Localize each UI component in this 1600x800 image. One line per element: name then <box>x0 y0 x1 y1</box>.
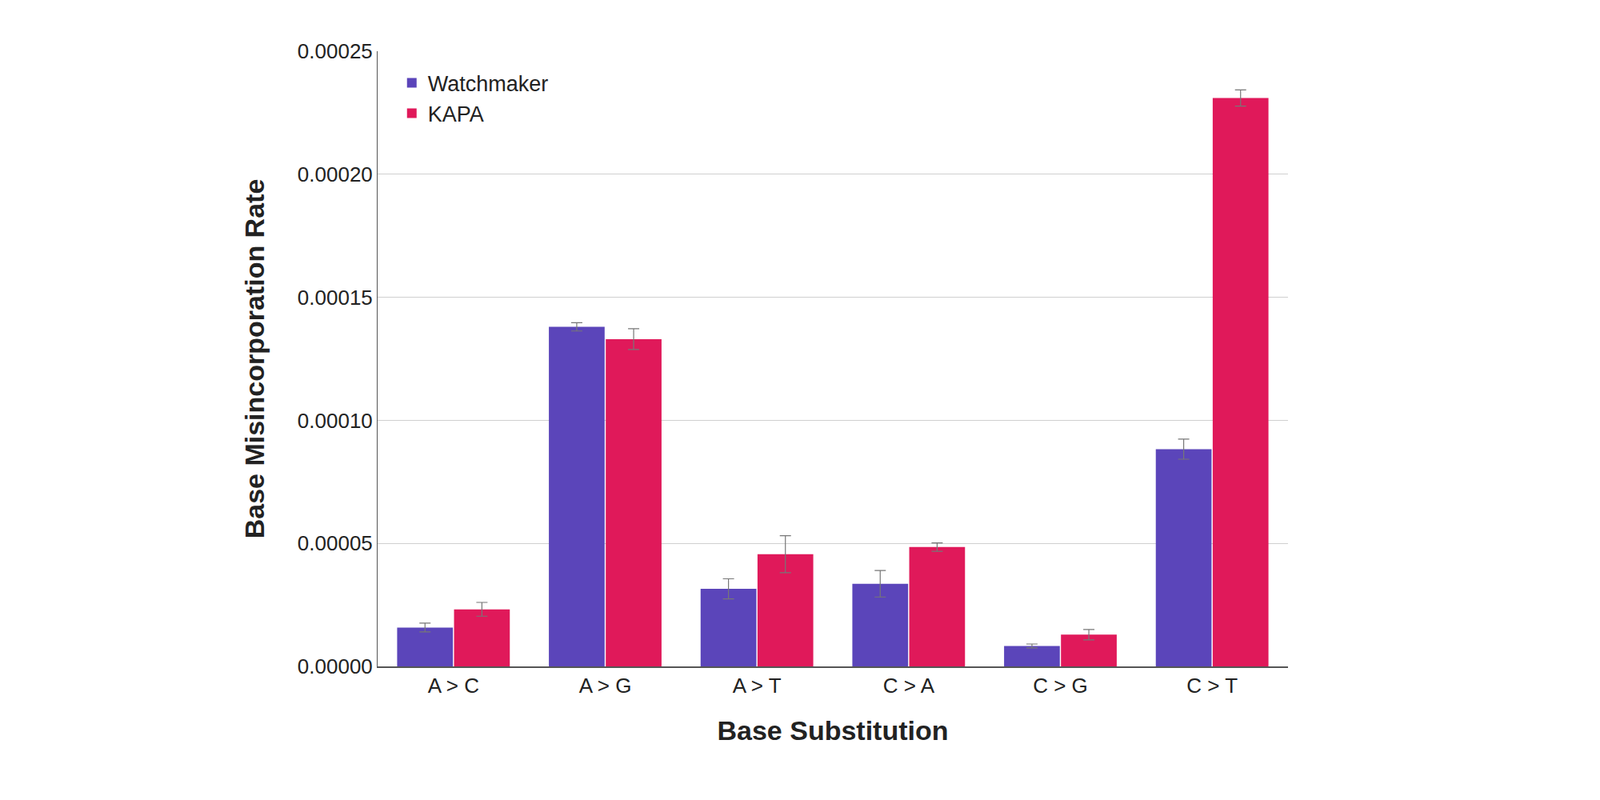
svg-text:Base Misincorporation Rate: Base Misincorporation Rate <box>239 179 270 540</box>
svg-text:0.00005: 0.00005 <box>297 531 373 556</box>
svg-text:0.00020: 0.00020 <box>297 162 373 187</box>
svg-text:C > T: C > T <box>1186 673 1238 698</box>
svg-text:Watchmaker: Watchmaker <box>428 72 549 96</box>
svg-text:0.00025: 0.00025 <box>297 39 373 64</box>
svg-text:A > G: A > G <box>579 673 632 698</box>
svg-text:C > G: C > G <box>1032 673 1088 698</box>
svg-text:0.00010: 0.00010 <box>297 408 373 433</box>
svg-text:C > A: C > A <box>883 673 936 698</box>
svg-text:Base Substitution: Base Substitution <box>716 715 948 746</box>
svg-text:0.00000: 0.00000 <box>297 654 373 679</box>
svg-text:0.00015: 0.00015 <box>297 285 373 310</box>
svg-text:A > C: A > C <box>428 673 480 698</box>
svg-text:A > T: A > T <box>732 673 782 698</box>
svg-text:KAPA: KAPA <box>428 102 484 127</box>
